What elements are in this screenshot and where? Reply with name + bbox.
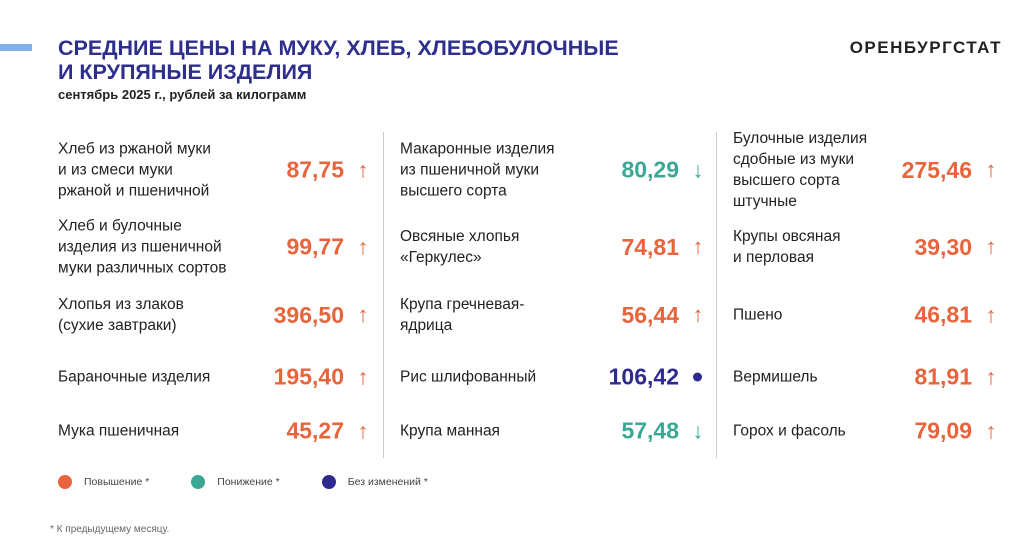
product-name: Бараночные изделия [58, 368, 211, 386]
price-row: Вермишель 81,91 ↑ [733, 364, 998, 391]
arrow-up-icon: ↑ [357, 234, 369, 259]
price-value: 80,29 ↓ [621, 157, 705, 184]
price-value: 79,09 ↑ [914, 418, 998, 445]
price-value: 195,40 ↑ [274, 364, 370, 391]
product-name: Горох и фасоль [733, 422, 846, 440]
price-number: 46,81 [914, 301, 972, 328]
product-name: Макаронные изделия из пшеничной муки выс… [400, 140, 555, 200]
brand-logo: ОРЕНБУРГСТАТ [849, 38, 1002, 57]
product-name: Крупа гречневая- ядрица [400, 296, 525, 334]
subtitle: сентябрь 2025 г., рублей за килограмм [58, 87, 307, 102]
price-value: 87,75 ↑ [286, 157, 370, 184]
arrow-up-icon: ↑ [985, 364, 997, 389]
price-value: 45,27 ↑ [286, 418, 370, 445]
price-row: Булочные изделия сдобные из муки высшего… [733, 128, 998, 212]
legend-dot-icon [321, 475, 336, 489]
price-value: 46,81 ↑ [914, 302, 998, 329]
arrow-up-icon: ↑ [357, 157, 369, 182]
price-number: 56,44 [621, 301, 679, 328]
arrow-up-icon: ↑ [985, 157, 997, 182]
product-name: Мука пшеничная [58, 422, 180, 440]
arrow-up-icon: ↑ [357, 418, 369, 443]
price-number: 275,46 [901, 156, 972, 183]
arrow-down-icon: ↓ [692, 157, 704, 182]
product-name: Пшено [733, 306, 783, 324]
title-line-2: И КРУПЯНЫЕ ИЗДЕЛИЯ [58, 60, 313, 84]
price-row: Макаронные изделия из пшеничной муки выс… [400, 139, 705, 202]
legend-label: Понижение * [217, 476, 280, 488]
price-number: 74,81 [621, 233, 679, 260]
legend-dot-icon [191, 475, 206, 489]
price-row: Пшено 46,81 ↑ [733, 302, 998, 329]
product-name: Булочные изделия сдобные из муки высшего… [733, 130, 868, 210]
price-value: 39,30 ↑ [914, 234, 998, 261]
price-row: Овсяные хлопья «Геркулес» 74,81 ↑ [400, 226, 705, 268]
price-value: 56,44 ↑ [621, 302, 705, 329]
price-value: 275,46 ↑ [902, 157, 998, 184]
legend-item: Без изменений * [321, 475, 428, 489]
no-change-dot-icon [693, 372, 702, 382]
price-row: Крупа манная 57,48 ↓ [400, 418, 705, 445]
price-value: 106,42 [609, 364, 705, 391]
price-row: Крупы овсяная и перловая 39,30 ↑ [733, 226, 998, 268]
arrow-up-icon: ↑ [985, 418, 997, 443]
price-row: Горох и фасоль 79,09 ↑ [733, 418, 998, 445]
price-number: 39,30 [914, 233, 972, 260]
price-number: 195,40 [273, 363, 344, 390]
accent-bar [0, 44, 32, 51]
price-row: Хлеб и булочные изделия из пшеничной мук… [58, 216, 370, 279]
price-row: Рис шлифованный 106,42 [400, 364, 705, 391]
price-row: Крупа гречневая- ядрица 56,44 ↑ [400, 294, 705, 336]
price-value: 57,48 ↓ [621, 418, 705, 445]
divider [716, 132, 717, 458]
price-value: 74,81 ↑ [621, 234, 705, 261]
legend-item: Повышение * [58, 475, 149, 489]
product-name: Крупа манная [400, 422, 500, 440]
legend-dot-icon [58, 475, 72, 489]
legend-label: Повышение * [84, 476, 150, 488]
price-number: 81,91 [914, 363, 972, 390]
price-number: 45,27 [286, 417, 344, 444]
product-name: Вермишель [733, 368, 818, 386]
price-number: 57,48 [621, 417, 679, 444]
price-number: 396,50 [273, 301, 344, 328]
legend-label: Без изменений * [347, 476, 428, 488]
price-value: 396,50 ↑ [274, 302, 370, 329]
price-number: 106,42 [608, 363, 679, 390]
price-row: Бараночные изделия 195,40 ↑ [58, 364, 370, 391]
arrow-up-icon: ↑ [985, 302, 997, 327]
price-row: Хлопья из злаков (сухие завтраки) 396,50 ↑ [58, 294, 370, 336]
arrow-up-icon: ↑ [357, 302, 369, 327]
price-value: 99,77 ↑ [286, 234, 370, 261]
divider [383, 132, 384, 458]
legend-item: Понижение * [191, 475, 280, 489]
arrow-up-icon: ↑ [692, 234, 704, 259]
product-name: Рис шлифованный [400, 368, 537, 386]
price-number: 79,09 [914, 417, 972, 444]
arrow-up-icon: ↑ [357, 364, 369, 389]
footnote: * К предыдущему месяцу. [50, 524, 170, 535]
price-number: 87,75 [286, 156, 344, 183]
legend: Повышение * Понижение * Без изменений * [58, 475, 470, 489]
price-value: 81,91 ↑ [914, 364, 998, 391]
arrow-up-icon: ↑ [985, 234, 997, 259]
price-number: 80,29 [621, 156, 679, 183]
product-name: Крупы овсяная и перловая [733, 228, 841, 266]
product-name: Хлеб из ржаной муки и из смеси муки ржан… [58, 140, 211, 200]
product-name: Хлеб и булочные изделия из пшеничной мук… [58, 217, 227, 277]
page-title: СРЕДНИЕ ЦЕНЫ НА МУКУ, ХЛЕБ, ХЛЕБОБУЛОЧНЫ… [58, 36, 619, 84]
price-row: Хлеб из ржаной муки и из смеси муки ржан… [58, 139, 370, 202]
price-row: Мука пшеничная 45,27 ↑ [58, 418, 370, 445]
product-name: Хлопья из злаков (сухие завтраки) [58, 296, 184, 334]
arrow-up-icon: ↑ [692, 302, 704, 327]
price-number: 99,77 [286, 233, 344, 260]
title-line-1: СРЕДНИЕ ЦЕНЫ НА МУКУ, ХЛЕБ, ХЛЕБОБУЛОЧНЫ… [58, 36, 619, 60]
product-name: Овсяные хлопья «Геркулес» [400, 228, 520, 266]
arrow-down-icon: ↓ [692, 418, 704, 443]
